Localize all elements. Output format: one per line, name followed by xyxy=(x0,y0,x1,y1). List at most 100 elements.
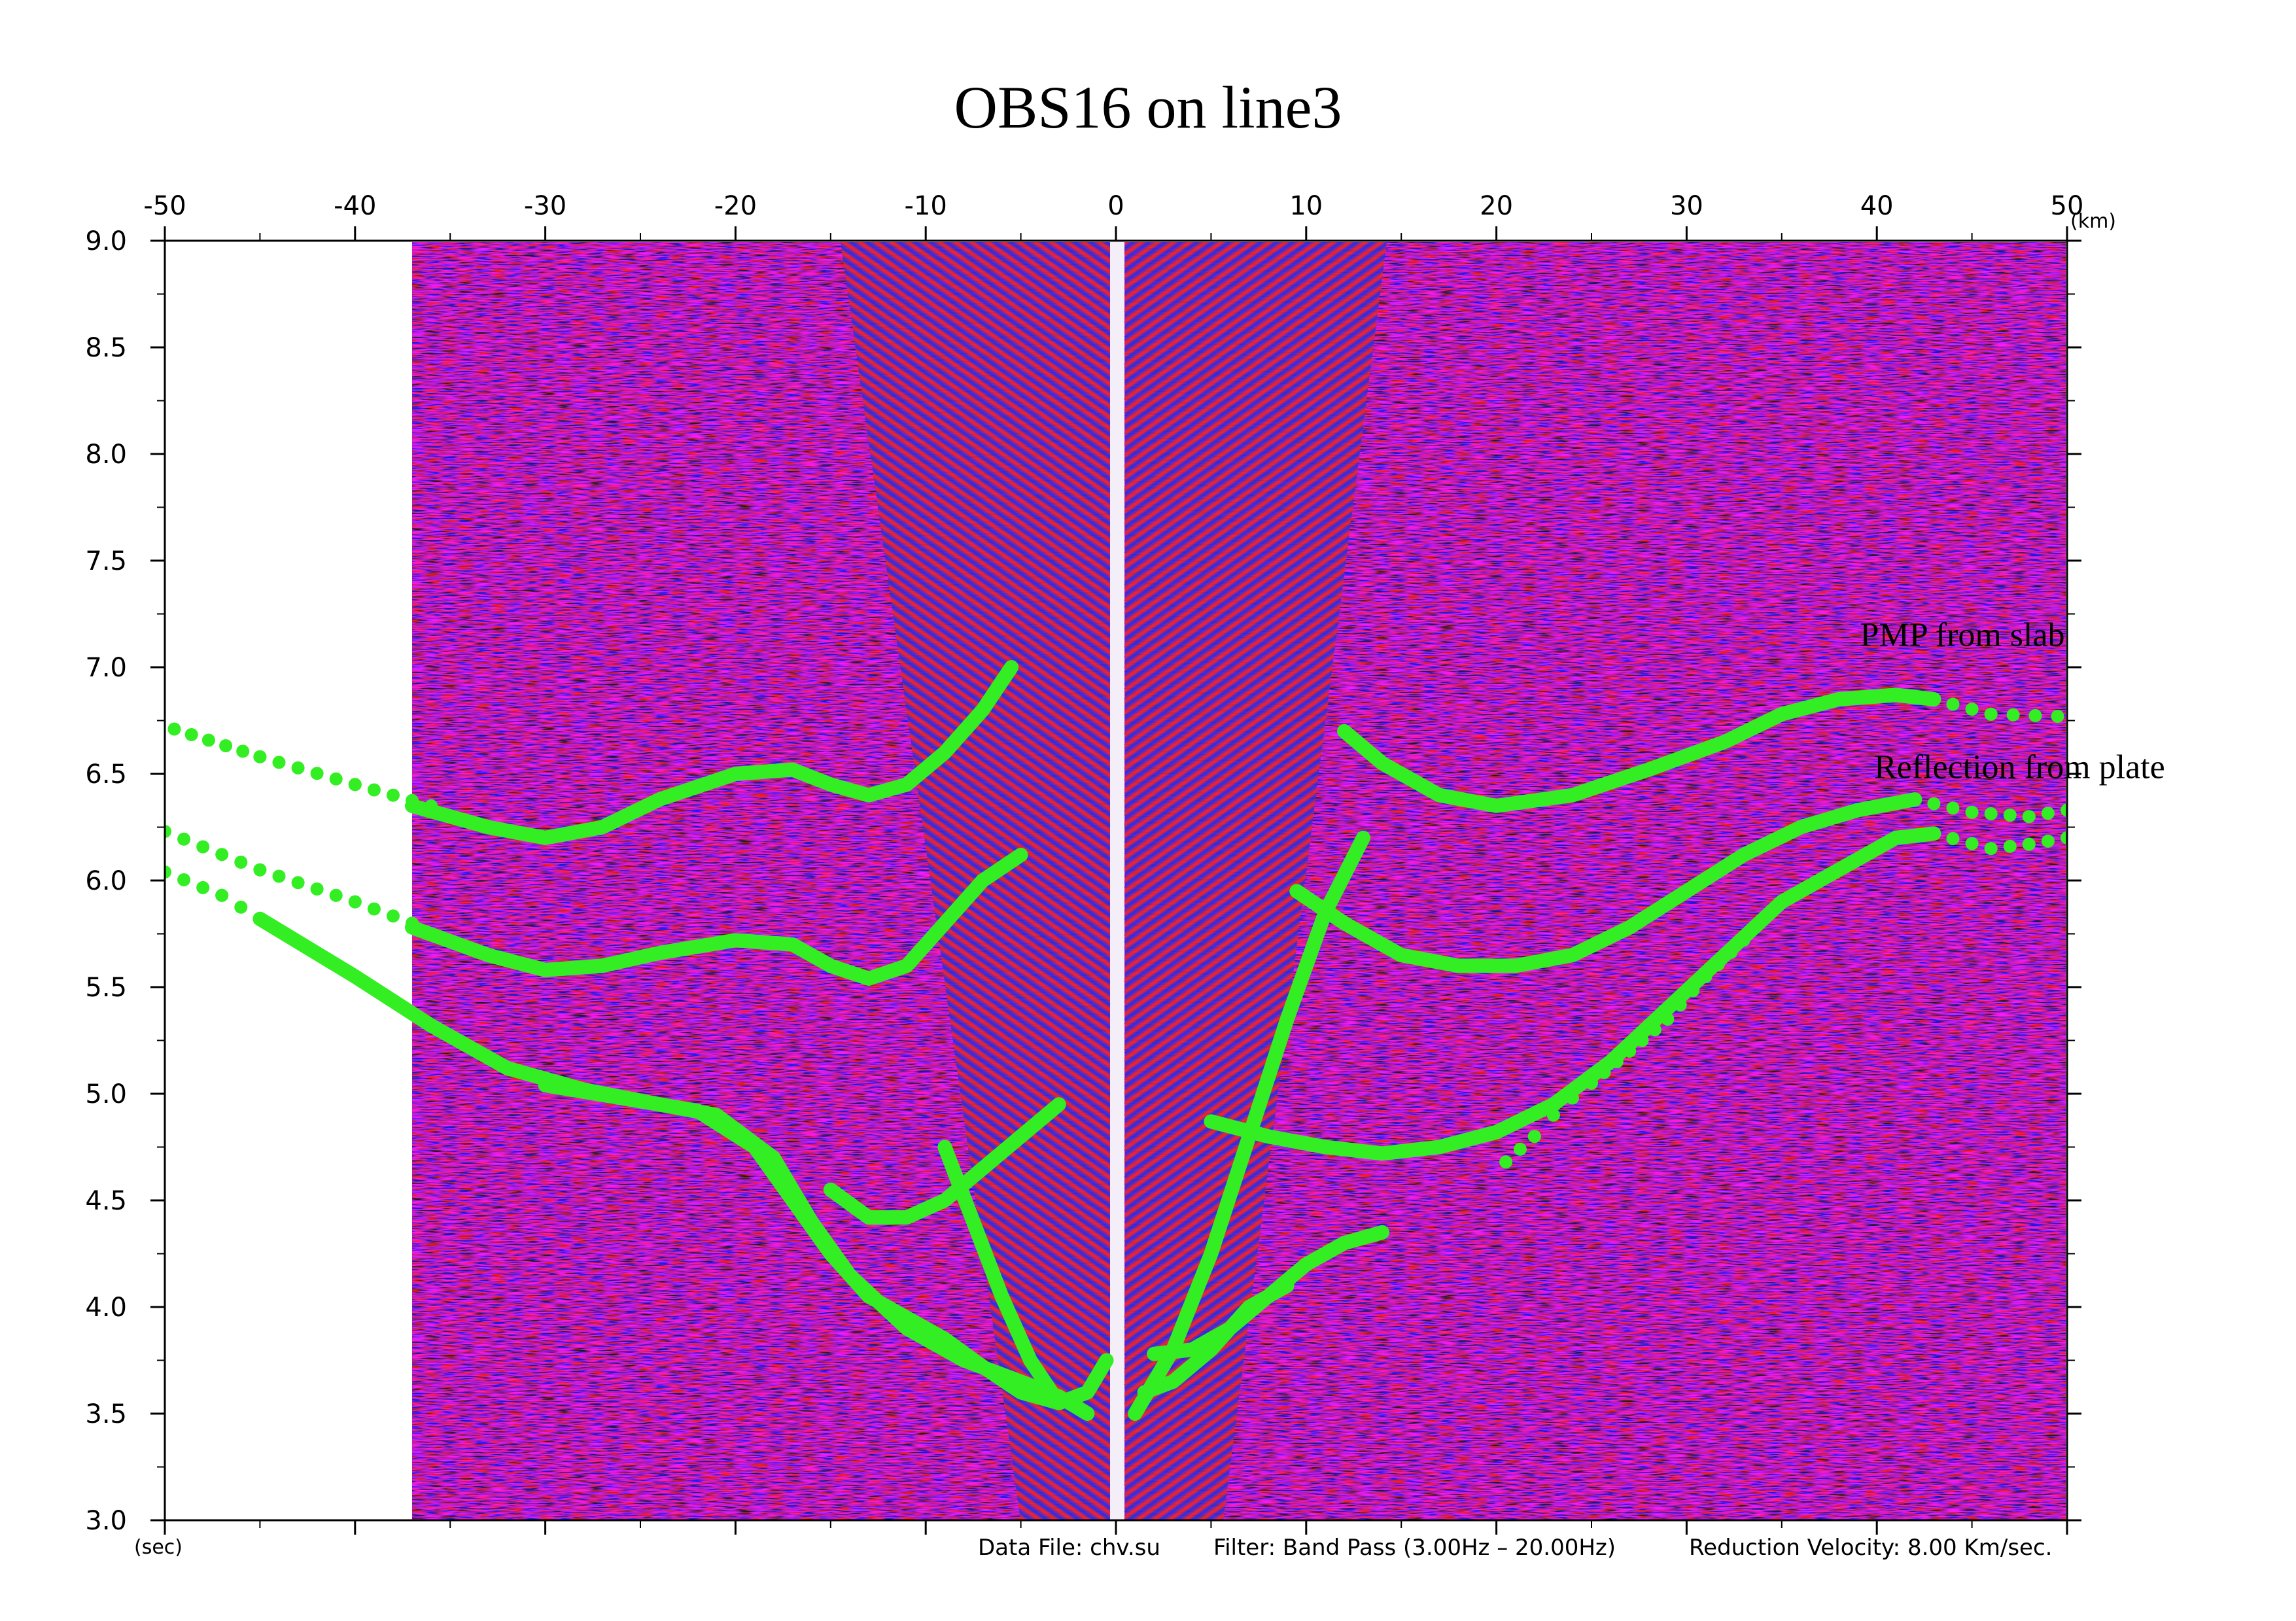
pick-point xyxy=(291,761,305,775)
pick-point xyxy=(215,848,229,862)
pick-point xyxy=(2061,803,2067,817)
pick-series-line xyxy=(937,1140,1066,1410)
pick-point xyxy=(196,840,210,854)
pick-point xyxy=(1965,837,1979,850)
pick-point xyxy=(1623,1044,1637,1058)
zero-offset-gap xyxy=(1110,242,1124,1520)
pick-point xyxy=(167,722,181,736)
travel-time-picks xyxy=(165,660,2067,1421)
x-tick-label: -30 xyxy=(524,191,566,221)
pick-point xyxy=(1527,1130,1541,1143)
pick-point xyxy=(1546,1108,1560,1122)
annotation-label: PMP from slab xyxy=(1860,616,2065,654)
pick-point xyxy=(1686,984,1700,998)
annotations: PMP from slab Reflection from plate xyxy=(1860,616,2165,786)
pick-series-line xyxy=(1128,830,1370,1421)
pick-point xyxy=(272,756,286,769)
pick-point xyxy=(1565,1091,1579,1105)
y-axis: 3.0 3.5 4.0 4.5 5.0 5.5 6.0 6.5 7.0 7.5 8.0 8.5 9.0 xyxy=(85,226,2081,1536)
pick-point xyxy=(184,728,198,741)
pick-point xyxy=(201,733,215,747)
x-tick-label: 40 xyxy=(1860,191,1894,221)
pick-series-line xyxy=(1289,792,1922,973)
pick-point xyxy=(2061,831,2067,845)
x-tick-label: -50 xyxy=(143,191,186,221)
pick-point xyxy=(367,902,381,916)
y-tick-label: 6.5 xyxy=(85,759,127,790)
pick-point xyxy=(291,876,305,890)
pick-point xyxy=(1513,1142,1527,1156)
pick-series-line xyxy=(1137,1278,1295,1400)
pick-point xyxy=(2041,807,2055,820)
pick-point xyxy=(1724,945,1738,959)
pick-point xyxy=(1927,797,1941,811)
pick-point xyxy=(387,909,400,923)
pick-point xyxy=(1908,793,1922,807)
footer-filter: Filter: Band Pass (3.00Hz – 20.00Hz) xyxy=(1213,1535,1616,1561)
seismic-traces xyxy=(412,242,2066,1520)
y-tick-label: 5.5 xyxy=(85,973,127,1003)
x-tick-label: -10 xyxy=(905,191,947,221)
pick-point xyxy=(165,865,171,879)
pick-point xyxy=(2022,810,2036,824)
pick-point xyxy=(348,778,362,792)
pick-point xyxy=(1585,1076,1598,1090)
pick-point xyxy=(1946,697,1960,711)
pick-point xyxy=(2028,708,2042,722)
x-axis: -50 -40 -30 -20 -10 0 10 20 30 40 50 xyxy=(143,191,2083,1535)
pick-point xyxy=(1946,831,1960,845)
pick-point xyxy=(1648,1023,1661,1037)
pick-point xyxy=(2003,809,2017,822)
pick-point xyxy=(236,744,250,758)
pick-series-line xyxy=(405,660,1019,845)
pick-point xyxy=(272,869,286,883)
pick-series-line xyxy=(1337,688,1941,813)
pick-point xyxy=(1737,933,1750,947)
y-tick-label: 7.5 xyxy=(85,546,127,576)
y-tick-label: 7.0 xyxy=(85,653,127,683)
x-tick-label: 30 xyxy=(1670,191,1703,221)
pick-point xyxy=(2022,837,2036,851)
pick-point xyxy=(1927,692,1941,706)
pick-point xyxy=(329,888,343,902)
pick-point xyxy=(1699,969,1713,983)
pick-point xyxy=(253,863,267,877)
pick-point xyxy=(1946,801,1960,815)
pick-point xyxy=(1661,1012,1675,1026)
pick-point xyxy=(1965,703,1979,716)
pick-point xyxy=(2003,839,2017,853)
x-tick-label: 50 xyxy=(2051,191,2084,221)
pick-point xyxy=(1597,1066,1611,1079)
pick-point xyxy=(177,873,191,886)
pick-point xyxy=(1499,1155,1513,1169)
footer-data-file: Data File: chv.su xyxy=(978,1535,1160,1561)
y-tick-label: 8.5 xyxy=(85,333,127,363)
pick-point xyxy=(219,739,233,752)
y-tick-label: 4.0 xyxy=(85,1293,127,1323)
pick-series-line xyxy=(405,847,1028,986)
pick-point xyxy=(253,750,267,763)
pick-point xyxy=(1965,805,1979,819)
pick-point xyxy=(2041,834,2055,848)
pick-point xyxy=(2051,710,2064,723)
y-tick-label: 3.5 xyxy=(85,1399,127,1429)
pick-point xyxy=(177,832,191,846)
pick-point xyxy=(1711,958,1725,971)
y-tick-label: 4.5 xyxy=(85,1186,127,1216)
pick-point xyxy=(234,856,248,869)
pick-point xyxy=(165,825,171,838)
chart-title: OBS16 on line3 xyxy=(954,74,1342,141)
pick-point xyxy=(1927,827,1941,841)
near-offset-traces-right xyxy=(1125,242,1387,1520)
y-tick-label: 8.0 xyxy=(85,440,127,470)
pick-point xyxy=(1673,998,1687,1012)
y-tick-label: 5.0 xyxy=(85,1079,127,1109)
y-tick-label: 3.0 xyxy=(85,1506,127,1536)
pick-point xyxy=(234,900,248,914)
pick-point xyxy=(348,895,362,909)
pick-point xyxy=(367,783,381,797)
x-tick-label: -40 xyxy=(334,191,376,221)
x-unit-label: (km) xyxy=(2070,210,2116,233)
pick-point xyxy=(1635,1034,1649,1047)
